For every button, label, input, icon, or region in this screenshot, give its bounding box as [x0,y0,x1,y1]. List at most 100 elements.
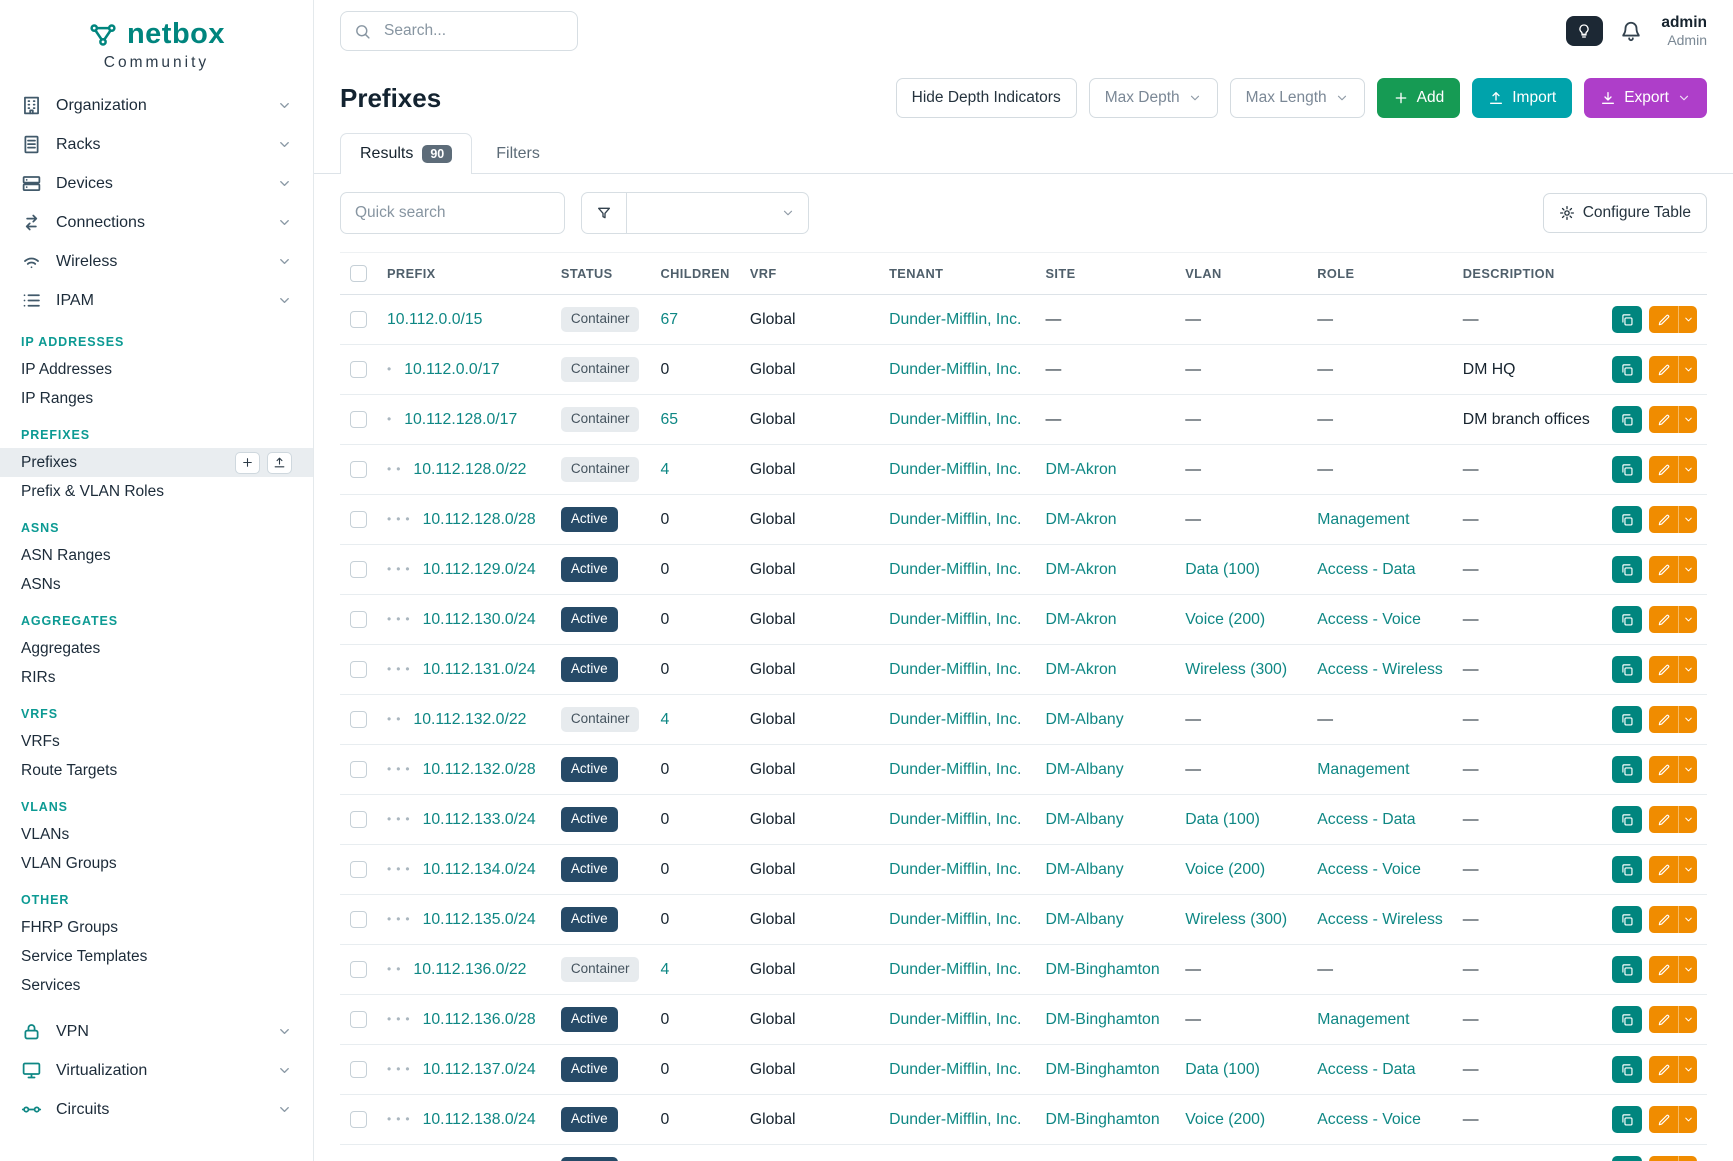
edit-button[interactable] [1649,1156,1678,1161]
edit-button[interactable] [1649,1006,1678,1033]
row-checkbox[interactable] [350,711,367,728]
prefix-link[interactable]: 10.112.130.0/24 [423,611,536,628]
sidebar-item-wireless[interactable]: Wireless [0,242,313,281]
edit-dropdown-button[interactable] [1678,506,1697,533]
edit-dropdown-button[interactable] [1678,1056,1697,1083]
tenant-link[interactable]: Dunder-Mifflin, Inc. [889,811,1021,828]
edit-button[interactable] [1649,406,1678,433]
sidebar-item-circuits[interactable]: Circuits [0,1090,313,1129]
prefix-link[interactable]: 10.112.135.0/24 [423,911,536,928]
sidebar-item-services[interactable]: Services [0,971,313,1000]
tenant-link[interactable]: Dunder-Mifflin, Inc. [889,561,1021,578]
column-header-label[interactable]: PREFIX [387,266,436,281]
sidebar-item-ipam[interactable]: IPAM [0,281,313,320]
role-link[interactable]: Access - Wireless [1317,661,1443,678]
prefix-link[interactable]: 10.112.137.0/24 [423,1061,536,1078]
edit-dropdown-button[interactable] [1678,806,1697,833]
prefix-link[interactable]: 10.112.133.0/24 [423,811,536,828]
prefix-link[interactable]: 10.112.132.0/22 [413,711,526,728]
column-header-label[interactable]: CHILDREN [661,266,730,281]
sidebar-item-connections[interactable]: Connections [0,203,313,242]
tenant-link[interactable]: Dunder-Mifflin, Inc. [889,961,1021,978]
column-header-label[interactable]: ROLE [1317,266,1354,281]
row-checkbox[interactable] [350,361,367,378]
children-link[interactable]: 4 [661,461,670,478]
sidebar-item-aggregates[interactable]: Aggregates [0,634,313,663]
copy-button[interactable] [1612,1106,1642,1133]
notifications-button[interactable] [1620,19,1644,43]
tenant-link[interactable]: Dunder-Mifflin, Inc. [889,1011,1021,1028]
edit-button[interactable] [1649,706,1678,733]
tenant-link[interactable]: Dunder-Mifflin, Inc. [889,1061,1021,1078]
prefix-link[interactable]: 10.112.0.0/15 [387,311,482,328]
role-link[interactable]: Access - Data [1317,811,1415,828]
edit-dropdown-button[interactable] [1678,656,1697,683]
site-link[interactable]: DM-Binghamton [1045,1061,1159,1078]
vlan-link[interactable]: Voice (200) [1185,861,1265,878]
role-link[interactable]: Management [1317,1011,1409,1028]
sidebar-item-route-targets[interactable]: Route Targets [0,756,313,785]
edit-button[interactable] [1649,956,1678,983]
copy-button[interactable] [1612,356,1642,383]
edit-button[interactable] [1649,756,1678,783]
row-checkbox[interactable] [350,1011,367,1028]
row-checkbox[interactable] [350,411,367,428]
row-checkbox[interactable] [350,861,367,878]
row-checkbox[interactable] [350,911,367,928]
column-header-label[interactable]: VRF [750,266,777,281]
tab-filters[interactable]: Filters [476,133,560,174]
row-checkbox[interactable] [350,561,367,578]
site-link[interactable]: DM-Akron [1045,611,1116,628]
sidebar-item-service-templates[interactable]: Service Templates [0,942,313,971]
role-link[interactable]: Access - Voice [1317,1111,1421,1128]
copy-button[interactable] [1612,456,1642,483]
prefix-link[interactable]: 10.112.0.0/17 [404,361,499,378]
edit-dropdown-button[interactable] [1678,956,1697,983]
site-link[interactable]: DM-Albany [1045,811,1123,828]
brand[interactable]: netbox Community [0,12,313,86]
vlan-link[interactable]: Wireless (300) [1185,911,1287,928]
global-search-input[interactable] [382,21,564,41]
vlan-link[interactable]: Data (100) [1185,1061,1260,1078]
site-link[interactable]: DM-Binghamton [1045,1011,1159,1028]
prefix-link[interactable]: 10.112.128.0/22 [413,461,526,478]
edit-dropdown-button[interactable] [1678,406,1697,433]
copy-button[interactable] [1612,656,1642,683]
sidebar-item-devices[interactable]: Devices [0,164,313,203]
sidebar-item-asn-ranges[interactable]: ASN Ranges [0,541,313,570]
tenant-link[interactable]: Dunder-Mifflin, Inc. [889,661,1021,678]
row-checkbox[interactable] [350,611,367,628]
site-link[interactable]: DM-Albany [1045,711,1123,728]
edit-dropdown-button[interactable] [1678,856,1697,883]
sidebar-item-asns[interactable]: ASNs [0,570,313,599]
column-header-label[interactable]: VLAN [1185,266,1221,281]
tenant-link[interactable]: Dunder-Mifflin, Inc. [889,461,1021,478]
site-link[interactable]: DM-Albany [1045,861,1123,878]
children-link[interactable]: 4 [661,711,670,728]
children-link[interactable]: 4 [661,961,670,978]
edit-button[interactable] [1649,856,1678,883]
vlan-link[interactable]: Wireless (300) [1185,661,1287,678]
tenant-link[interactable]: Dunder-Mifflin, Inc. [889,911,1021,928]
copy-button[interactable] [1612,1156,1642,1161]
row-checkbox[interactable] [350,1111,367,1128]
configure-table-button[interactable]: Configure Table [1543,193,1707,233]
hide-depth-indicators-button[interactable]: Hide Depth Indicators [896,78,1077,118]
sidebar-item-vrfs[interactable]: VRFs [0,727,313,756]
saved-filter-select[interactable] [627,192,809,234]
edit-dropdown-button[interactable] [1678,756,1697,783]
add-button[interactable]: Add [1377,78,1461,118]
site-link[interactable]: DM-Akron [1045,511,1116,528]
row-checkbox[interactable] [350,961,367,978]
edit-button[interactable] [1649,1106,1678,1133]
edit-button[interactable] [1649,656,1678,683]
edit-button[interactable] [1649,456,1678,483]
edit-dropdown-button[interactable] [1678,1106,1697,1133]
copy-button[interactable] [1612,906,1642,933]
copy-button[interactable] [1612,406,1642,433]
copy-button[interactable] [1612,306,1642,333]
prefix-link[interactable]: 10.112.138.0/24 [423,1111,536,1128]
edit-button[interactable] [1649,606,1678,633]
max-depth-dropdown[interactable]: Max Depth [1089,78,1218,118]
edit-button[interactable] [1649,806,1678,833]
